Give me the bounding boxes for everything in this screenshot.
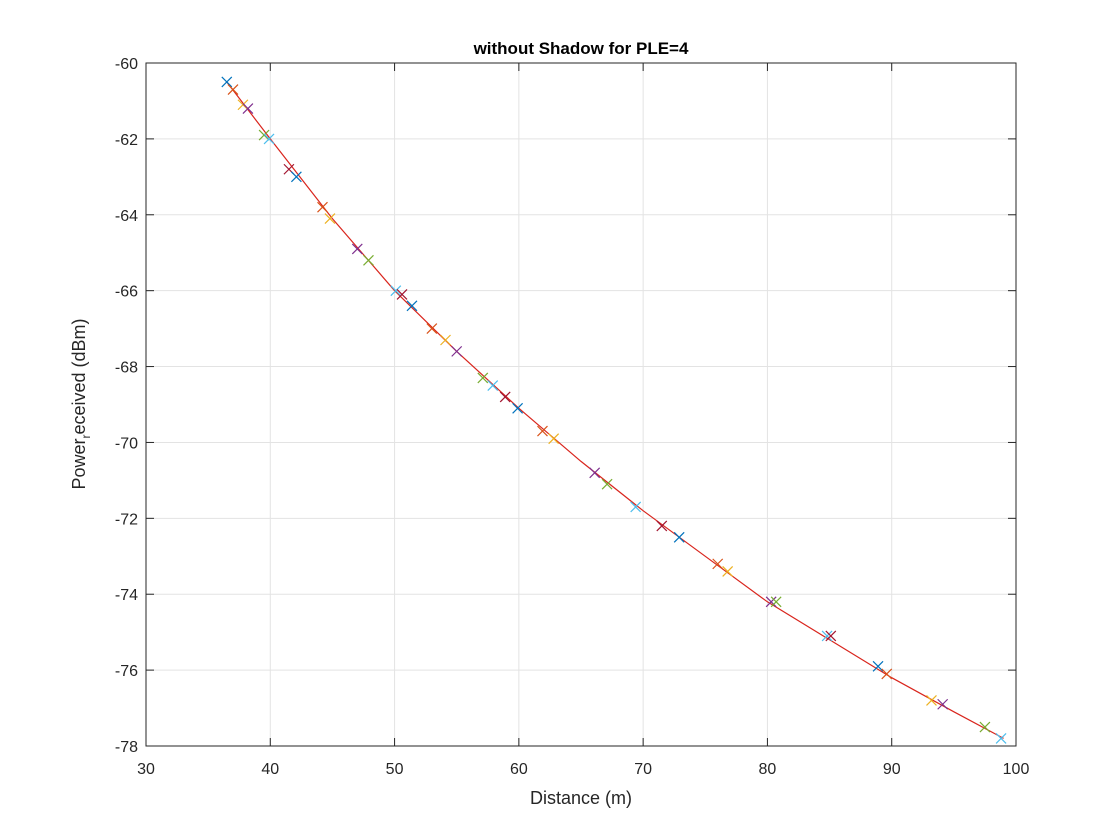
data-point-marker <box>656 520 668 532</box>
data-point-marker <box>512 402 524 414</box>
data-point-marker <box>881 668 893 680</box>
x-tick-label: 60 <box>510 761 528 778</box>
y-tick-label: -70 <box>115 435 138 452</box>
data-point-marker <box>487 380 499 391</box>
x-tick-label: 70 <box>634 761 652 778</box>
y-axis-label-subscript: r <box>79 435 93 439</box>
axes-layer <box>145 62 1017 747</box>
x-tick-label: 90 <box>883 761 901 778</box>
marker-layer <box>221 76 1007 744</box>
y-tick-label: -62 <box>115 132 138 149</box>
data-point-marker <box>926 695 937 706</box>
data-point-marker <box>765 596 777 608</box>
y-axis-label: Powerreceived (dBm) <box>69 318 93 489</box>
data-point-marker <box>979 721 991 733</box>
x-tick-label: 50 <box>386 761 404 778</box>
y-tick-label: -68 <box>115 360 138 377</box>
data-point-marker <box>451 345 463 357</box>
data-point-marker <box>363 254 374 266</box>
data-point-marker <box>673 531 685 543</box>
data-point-marker <box>290 171 302 183</box>
data-point-marker <box>406 300 418 312</box>
data-point-marker <box>589 467 601 479</box>
data-point-marker <box>601 478 613 490</box>
data-point-marker <box>770 596 782 608</box>
data-point-marker <box>825 630 837 642</box>
x-tick-label: 100 <box>1003 761 1030 778</box>
data-point-marker <box>227 84 239 95</box>
data-point-marker <box>317 201 328 213</box>
curve-layer <box>226 81 1004 739</box>
x-tick-label: 40 <box>261 761 279 778</box>
data-point-marker <box>537 425 548 437</box>
y-tick-label: -78 <box>115 739 138 756</box>
data-point-marker <box>722 566 734 577</box>
data-point-marker <box>872 660 884 672</box>
data-point-marker <box>440 334 451 346</box>
x-axis-label: Distance (m) <box>530 788 632 808</box>
y-axis-label-main: Power <box>69 439 89 490</box>
y-tick-label: -60 <box>115 56 138 73</box>
data-point-marker <box>263 133 275 145</box>
data-point-marker <box>548 433 560 445</box>
y-axis-label-rest: eceived (dBm) <box>69 318 89 434</box>
data-point-marker <box>426 323 438 335</box>
data-point-marker <box>237 99 249 111</box>
x-tick-label: 30 <box>137 761 155 778</box>
chart-title: without Shadow for PLE=4 <box>473 39 689 58</box>
data-point-marker <box>937 698 949 710</box>
data-point-marker <box>995 732 1007 744</box>
data-point-marker <box>324 213 336 224</box>
y-tick-label: -66 <box>115 284 138 301</box>
data-point-marker <box>630 501 642 513</box>
y-tick-label: -76 <box>115 663 138 680</box>
data-point-marker <box>258 129 270 141</box>
plot-area <box>146 63 1016 746</box>
data-point-marker <box>390 285 402 297</box>
y-tick-label: -64 <box>115 208 138 225</box>
tick-layer: 30 40 50 60 70 80 90 100 -60 -62 -64 -66 -68 -70 -72 -7… <box>115 56 1030 778</box>
axes-box <box>145 62 1017 747</box>
data-point-marker <box>351 243 363 255</box>
data-point-marker <box>221 76 233 88</box>
data-point-marker <box>712 558 724 570</box>
y-tick-label: -72 <box>115 511 138 528</box>
data-point-marker <box>396 289 408 300</box>
data-point-marker <box>242 103 254 114</box>
y-tick-label: -74 <box>115 587 138 604</box>
data-point-marker <box>821 630 833 642</box>
data-point-marker <box>499 391 511 403</box>
fit-curve-line <box>226 81 1004 739</box>
data-point-marker <box>477 372 489 384</box>
x-tick-label: 80 <box>759 761 777 778</box>
